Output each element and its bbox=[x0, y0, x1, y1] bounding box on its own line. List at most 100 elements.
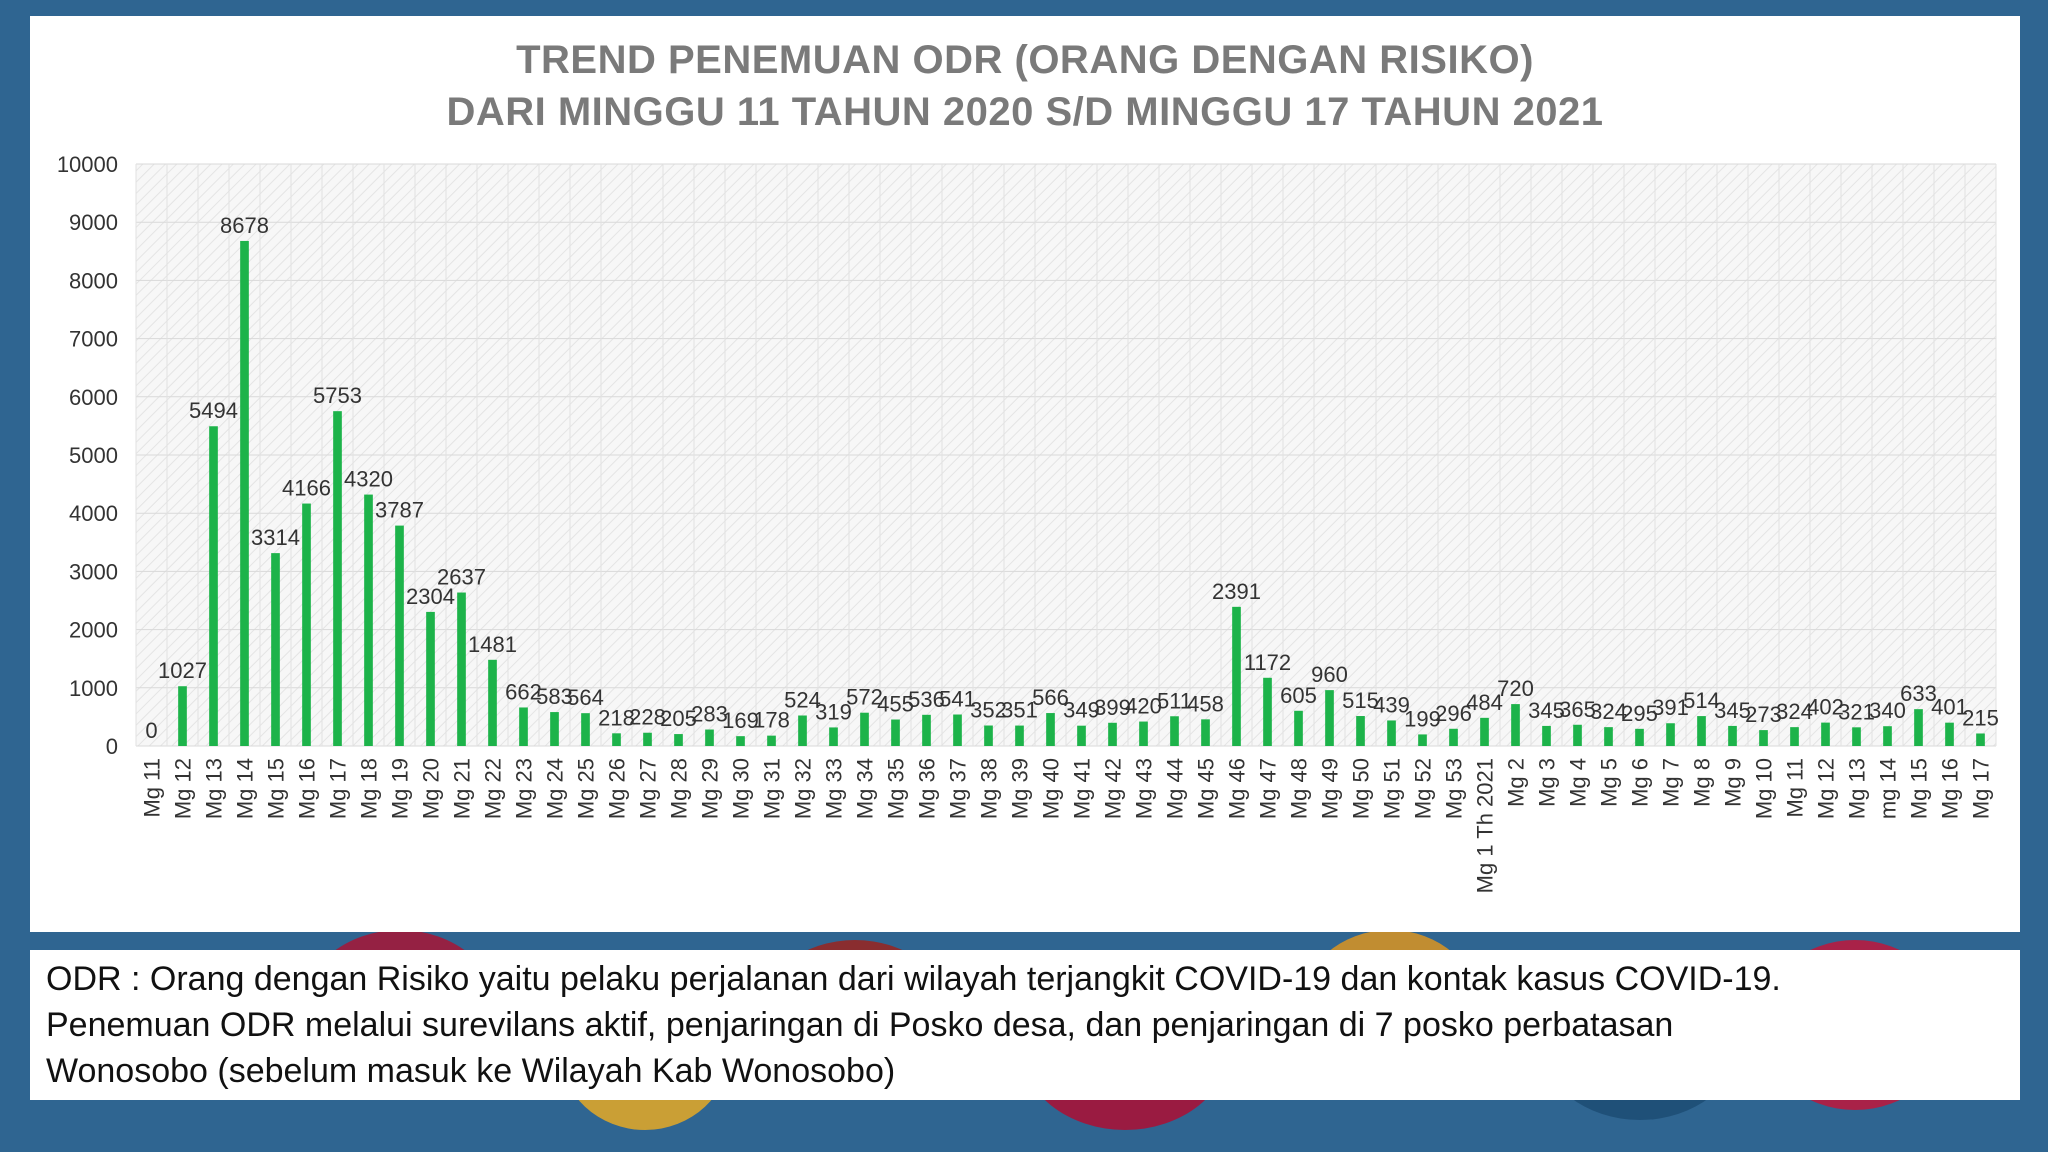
x-tick-label: Mg 16 bbox=[295, 758, 320, 819]
bar bbox=[1263, 677, 1272, 746]
x-tick-label: Mg 42 bbox=[1101, 758, 1126, 819]
data-label: 283 bbox=[691, 702, 728, 727]
data-label: 8678 bbox=[220, 213, 269, 238]
x-tick-label: Mg 25 bbox=[574, 758, 599, 819]
x-tick-label: Mg 33 bbox=[822, 758, 847, 819]
bar bbox=[1883, 726, 1892, 746]
x-tick-label: Mg 26 bbox=[605, 758, 630, 819]
bar bbox=[1666, 723, 1675, 746]
bar bbox=[1108, 722, 1117, 746]
bar bbox=[767, 735, 776, 746]
bar bbox=[457, 592, 466, 746]
data-label: 536 bbox=[908, 687, 945, 712]
x-tick-label: Mg 32 bbox=[791, 758, 816, 819]
y-tick-label: 1000 bbox=[69, 676, 118, 701]
x-tick-label: Mg 21 bbox=[450, 758, 475, 819]
x-tick-label: Mg 12 bbox=[1814, 758, 1839, 819]
bar bbox=[1232, 606, 1241, 746]
x-tick-label: Mg 47 bbox=[1256, 758, 1281, 819]
bar bbox=[1418, 734, 1427, 746]
chart-panel: TREND PENEMUAN ODR (ORANG DENGAN RISIKO)… bbox=[30, 16, 2020, 932]
x-tick-label: Mg 35 bbox=[884, 758, 909, 819]
bar bbox=[1325, 690, 1334, 746]
data-label: 564 bbox=[567, 685, 604, 710]
bar bbox=[798, 715, 807, 746]
bar bbox=[1449, 728, 1458, 746]
bar bbox=[736, 736, 745, 746]
data-label: 720 bbox=[1497, 676, 1534, 701]
x-tick-label: Mg 20 bbox=[419, 758, 444, 819]
data-label: 2391 bbox=[1212, 579, 1261, 604]
bar bbox=[612, 733, 621, 746]
data-label: 524 bbox=[784, 688, 821, 713]
bar bbox=[674, 734, 683, 746]
x-tick-label: Mg 11 bbox=[140, 758, 165, 818]
y-tick-label: 3000 bbox=[69, 559, 118, 584]
bar bbox=[860, 712, 869, 746]
data-label: 399 bbox=[1094, 695, 1131, 720]
data-label: 439 bbox=[1373, 692, 1410, 717]
x-tick-label: Mg 51 bbox=[1380, 758, 1405, 819]
data-label: 3314 bbox=[251, 525, 300, 550]
data-label: 605 bbox=[1280, 683, 1317, 708]
data-label: 199 bbox=[1404, 706, 1441, 731]
data-label: 218 bbox=[598, 705, 635, 730]
x-tick-label: Mg 29 bbox=[698, 758, 723, 819]
bar bbox=[984, 725, 993, 746]
bar bbox=[1976, 733, 1985, 746]
bar bbox=[1170, 716, 1179, 746]
data-label: 169 bbox=[722, 708, 759, 733]
data-label: 345 bbox=[1528, 698, 1565, 723]
y-tick-label: 5000 bbox=[69, 443, 118, 468]
bar bbox=[922, 714, 931, 746]
bar bbox=[488, 659, 497, 746]
x-tick-label: Mg 6 bbox=[1628, 758, 1653, 807]
data-label: 2304 bbox=[406, 584, 455, 609]
x-tick-label: Mg 10 bbox=[1752, 758, 1777, 819]
data-label: 340 bbox=[1869, 698, 1906, 723]
caption-line-2: Penemuan ODR melalui surevilans aktif, p… bbox=[46, 1006, 1674, 1044]
bar bbox=[1573, 724, 1582, 746]
data-label: 1481 bbox=[468, 632, 517, 657]
data-label: 319 bbox=[815, 699, 852, 724]
bar-chart: 0 1000 2000 3000 4000 5000 6000 7000 8000 9000 100… bbox=[57, 152, 1999, 893]
data-label: 458 bbox=[1187, 691, 1224, 716]
bar bbox=[1790, 727, 1799, 746]
data-label: 541 bbox=[939, 687, 976, 712]
x-tick-label: Mg 13 bbox=[202, 758, 227, 819]
bar bbox=[209, 426, 218, 746]
data-label: 566 bbox=[1032, 685, 1069, 710]
x-tick-label: Mg 3 bbox=[1535, 758, 1560, 807]
data-label: 5753 bbox=[313, 383, 362, 408]
x-tick-label: Mg 14 bbox=[233, 758, 258, 819]
bar bbox=[1697, 716, 1706, 746]
data-label: 324 bbox=[1590, 699, 1627, 724]
data-label: 484 bbox=[1466, 690, 1503, 715]
x-tick-label: Mg 24 bbox=[543, 758, 568, 819]
data-label: 391 bbox=[1652, 695, 1689, 720]
x-tick-label: Mg 8 bbox=[1690, 758, 1715, 807]
data-label: 0 bbox=[145, 718, 157, 743]
x-tick-label: Mg 19 bbox=[388, 758, 413, 819]
bar bbox=[271, 553, 280, 746]
bar bbox=[953, 714, 962, 746]
x-tick-label: Mg 34 bbox=[853, 758, 878, 819]
x-tick-label: Mg 30 bbox=[729, 758, 754, 819]
data-label: 215 bbox=[1962, 705, 1999, 730]
data-label: 178 bbox=[753, 708, 790, 733]
bar bbox=[302, 503, 311, 746]
bar bbox=[1852, 727, 1861, 746]
bar bbox=[1821, 722, 1830, 746]
bar bbox=[519, 707, 528, 746]
data-label: 960 bbox=[1311, 662, 1348, 687]
x-tick-label: Mg 48 bbox=[1287, 758, 1312, 819]
bar bbox=[240, 240, 249, 746]
data-label: 1027 bbox=[158, 658, 207, 683]
x-tick-label: Mg 52 bbox=[1411, 758, 1436, 819]
data-label: 349 bbox=[1063, 698, 1100, 723]
data-label: 4320 bbox=[344, 467, 393, 492]
bar bbox=[1046, 713, 1055, 746]
y-tick-label: 8000 bbox=[69, 268, 118, 293]
x-tick-label: Mg 5 bbox=[1597, 758, 1622, 807]
x-tick-label: Mg 28 bbox=[667, 758, 692, 819]
